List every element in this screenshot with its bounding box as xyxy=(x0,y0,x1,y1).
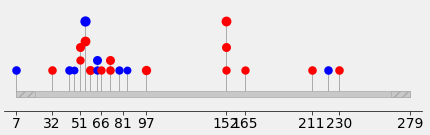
Point xyxy=(308,69,315,71)
Point xyxy=(336,69,343,71)
Point xyxy=(82,20,89,22)
Point xyxy=(71,69,77,71)
Point xyxy=(324,69,331,71)
Point xyxy=(76,59,83,61)
Point xyxy=(242,69,249,71)
Point xyxy=(49,69,55,71)
Point xyxy=(94,59,101,61)
Point xyxy=(223,20,230,22)
Point xyxy=(107,59,114,61)
Point xyxy=(124,69,131,71)
Point xyxy=(94,69,101,71)
Point xyxy=(66,69,73,71)
Point xyxy=(82,40,89,42)
Point xyxy=(12,69,19,71)
Point xyxy=(76,46,83,48)
Bar xyxy=(16,91,410,97)
Point xyxy=(223,46,230,48)
Point xyxy=(223,69,230,71)
Bar xyxy=(391,91,410,97)
Point xyxy=(107,69,114,71)
Point xyxy=(143,69,150,71)
Point xyxy=(115,69,122,71)
Point xyxy=(86,69,93,71)
Bar xyxy=(16,91,35,97)
Point xyxy=(98,69,105,71)
